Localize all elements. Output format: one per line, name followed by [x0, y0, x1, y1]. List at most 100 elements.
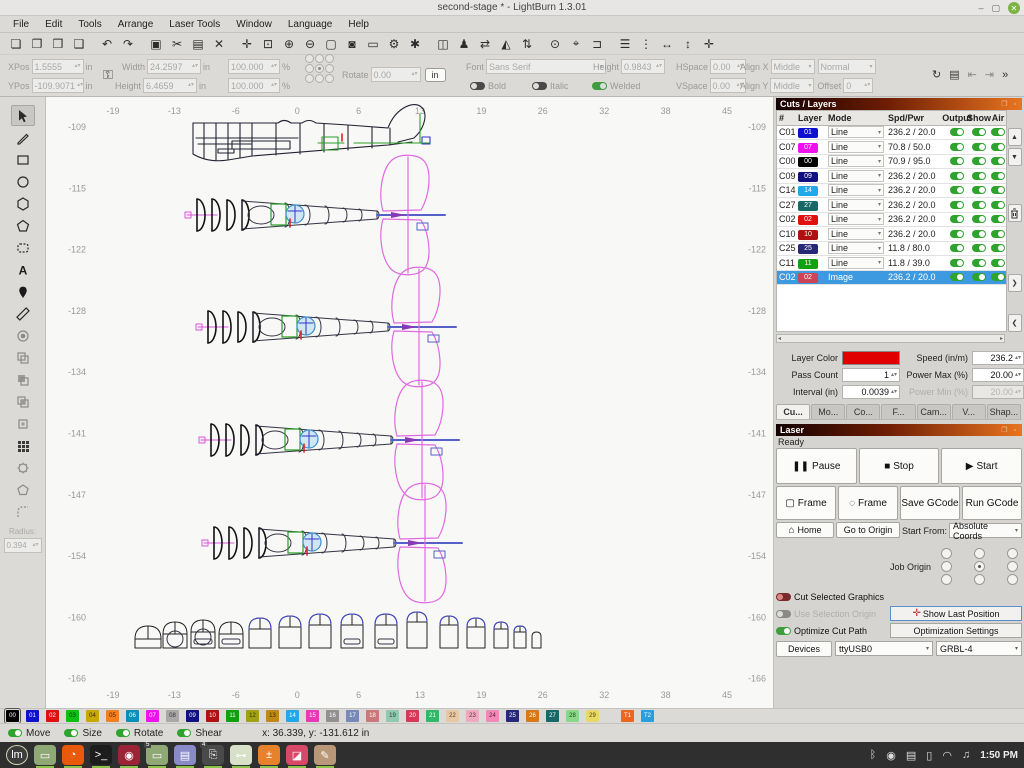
layer-left-button[interactable]: ❮	[1007, 314, 1022, 332]
layer-row[interactable]: C00 00 Line ▾ 70.9 / 95.0	[777, 154, 1006, 169]
start-button[interactable]: ▶ Start	[941, 448, 1023, 484]
layer-air-toggle[interactable]	[990, 200, 1006, 209]
layer-show-toggle[interactable]	[968, 200, 990, 209]
laser-panel-float-icons[interactable]: ❐ ▫	[1001, 427, 1018, 434]
home-button[interactable]: ⌂ Home	[776, 522, 834, 538]
layer-mode-dropdown[interactable]: Image	[828, 272, 854, 283]
layer-down-button[interactable]: ▼	[1007, 148, 1022, 166]
aligny-dropdown[interactable]: Middle ▾	[770, 78, 815, 93]
pause-button[interactable]: ❚❚ Pause	[776, 448, 857, 484]
tool-polygon[interactable]	[11, 193, 35, 214]
battery-icon[interactable]: ▯	[926, 749, 933, 762]
panel-tab-6[interactable]: Shap...	[986, 404, 1021, 419]
layer-air-toggle[interactable]	[990, 258, 1006, 267]
mirror-vertical-icon[interactable]: ⇅	[521, 36, 533, 51]
lock-icon[interactable]: ⚿	[103, 66, 113, 82]
tool-position-pin[interactable]	[11, 281, 35, 302]
align-left-icon[interactable]: ⇤	[967, 69, 977, 81]
tool-boolean-intersect[interactable]	[11, 391, 35, 412]
mirror-horizontal-icon[interactable]: ⇄	[479, 36, 491, 51]
minimize-button[interactable]: –	[978, 3, 984, 13]
taskbar-app-image-viewer[interactable]: ◪	[286, 745, 308, 768]
taskbar-app-file-manager-2[interactable]: 5 ▭	[144, 742, 168, 768]
interval-field[interactable]: 0.0039 ▴▾	[842, 385, 900, 399]
save-gcode-button[interactable]: Save GCode	[900, 486, 960, 520]
palette-swatch-04[interactable]: 04	[86, 710, 99, 722]
paste-icon[interactable]: ▤	[192, 36, 204, 51]
layer-row[interactable]: C09 09 Line ▾ 236.2 / 20.0	[777, 169, 1006, 184]
maximize-button[interactable]: ▢	[991, 2, 1000, 13]
align-right-icon[interactable]: ⇥	[984, 69, 995, 81]
layer-air-toggle[interactable]	[990, 215, 1006, 224]
palette-swatch-16[interactable]: 16	[326, 710, 339, 722]
tool-text[interactable]: A	[11, 259, 35, 280]
space-v-icon[interactable]: ↕	[685, 36, 691, 51]
palette-swatch-02[interactable]: 02	[46, 710, 59, 722]
save-file-icon[interactable]: ❒	[52, 36, 64, 51]
bluetooth-icon[interactable]: ᛒ	[869, 748, 877, 761]
layer-row[interactable]: C01 01 Line ▾ 236.2 / 20.0	[777, 125, 1006, 140]
layer-show-toggle[interactable]	[968, 273, 990, 282]
layer-color-chip[interactable]: 14	[798, 186, 818, 197]
device-dropdown[interactable]: GRBL-4 ▾	[936, 641, 1022, 656]
layer-mode-dropdown[interactable]: Line ▾	[828, 155, 888, 168]
tool-select[interactable]	[10, 105, 35, 126]
layer-output-toggle[interactable]	[946, 258, 968, 267]
width-scale-field[interactable]: 100.000 ▴▾	[228, 59, 280, 74]
import-icon[interactable]: ❑	[73, 36, 85, 51]
panel-float-icons[interactable]: ❐ ▫	[1001, 101, 1018, 108]
width-field[interactable]: 24.2597 ▴▾	[147, 59, 202, 74]
bold-toggle[interactable]	[470, 81, 485, 90]
media-icon[interactable]: ♫	[961, 748, 971, 761]
menu-arrange[interactable]: Arrange	[117, 18, 154, 30]
show-last-position-button[interactable]: ✛ Show Last Position	[890, 606, 1022, 621]
palette-swatch-12[interactable]: 12	[246, 710, 259, 722]
layer-color-chip[interactable]: 11	[798, 258, 818, 269]
taskbar-app-calculator[interactable]: ±	[258, 745, 280, 768]
taskbar-app-text-editor[interactable]: ▤	[174, 745, 196, 768]
layer-output-toggle[interactable]	[946, 215, 968, 224]
laser-panel-title[interactable]: Laser ❐ ▫	[776, 424, 1022, 436]
layer-color-chip[interactable]: 07	[798, 142, 818, 153]
taskbar-app-file-manager[interactable]: ▭	[34, 745, 56, 768]
tool-boolean-subtract[interactable]	[11, 369, 35, 390]
layer-output-toggle[interactable]	[946, 244, 968, 253]
layer-output-toggle[interactable]	[946, 128, 968, 137]
layer-row[interactable]: C11 11 Line ▾ 11.8 / 39.0	[777, 256, 1006, 271]
close-button[interactable]: ✕	[1008, 2, 1020, 14]
layer-row[interactable]: C27 27 Line ▾ 236.2 / 20.0	[777, 198, 1006, 213]
layer-show-toggle[interactable]	[968, 142, 990, 151]
xpos-field[interactable]: 1.5555 ▴▾	[31, 59, 84, 74]
zoom-in-icon[interactable]: ⊕	[283, 36, 295, 51]
cut-selected-toggle[interactable]: Cut Selected Graphics	[776, 592, 884, 602]
taskbar-app-settings-toggles[interactable]: ⊶	[230, 745, 252, 768]
palette-swatch-06[interactable]: 06	[126, 710, 139, 722]
palette-swatch-08[interactable]: 08	[166, 710, 179, 722]
tool-rounded-rect[interactable]	[11, 237, 35, 258]
layer-up-button[interactable]: ▲	[1007, 128, 1022, 146]
palette-swatch-27[interactable]: 27	[546, 710, 559, 722]
palette-swatch-20[interactable]: 20	[406, 710, 419, 722]
tool-polygon-outline[interactable]	[11, 479, 35, 500]
height-scale-field[interactable]: 100.000 ▴▾	[228, 78, 280, 93]
space-h-icon[interactable]: ↔	[661, 36, 673, 51]
layer-air-toggle[interactable]	[990, 171, 1006, 180]
devices-button[interactable]: Devices	[776, 641, 832, 657]
align-target-icon[interactable]: ⊙	[549, 36, 561, 51]
layer-air-toggle[interactable]	[990, 157, 1006, 166]
optimization-settings-button[interactable]: Optimization Settings	[890, 623, 1022, 638]
layer-color-chip[interactable]: 25	[798, 244, 818, 255]
palette-swatch-05[interactable]: 05	[106, 710, 119, 722]
layer-show-toggle[interactable]	[968, 215, 990, 224]
panel-tab-3[interactable]: F...	[881, 404, 916, 419]
tool-measure[interactable]	[11, 303, 35, 324]
palette-swatch-22[interactable]: 22	[446, 710, 459, 722]
palette-swatch-00[interactable]: 00	[4, 708, 21, 724]
frame-circle-button[interactable]: ◌ Frame	[838, 486, 898, 520]
layer-air-toggle[interactable]	[990, 128, 1006, 137]
workspace-canvas[interactable]: -19 -19 -13 -13 -6 -6 0 0 6 6 13 13 19 19 26 26 32 32 38 38…	[46, 97, 774, 708]
palette-swatch-T1[interactable]: T1	[621, 710, 634, 722]
camera-capture-icon[interactable]: ◙	[348, 36, 356, 51]
palette-swatch-14[interactable]: 14	[286, 710, 299, 722]
preview-icon[interactable]: ▭	[367, 36, 379, 51]
